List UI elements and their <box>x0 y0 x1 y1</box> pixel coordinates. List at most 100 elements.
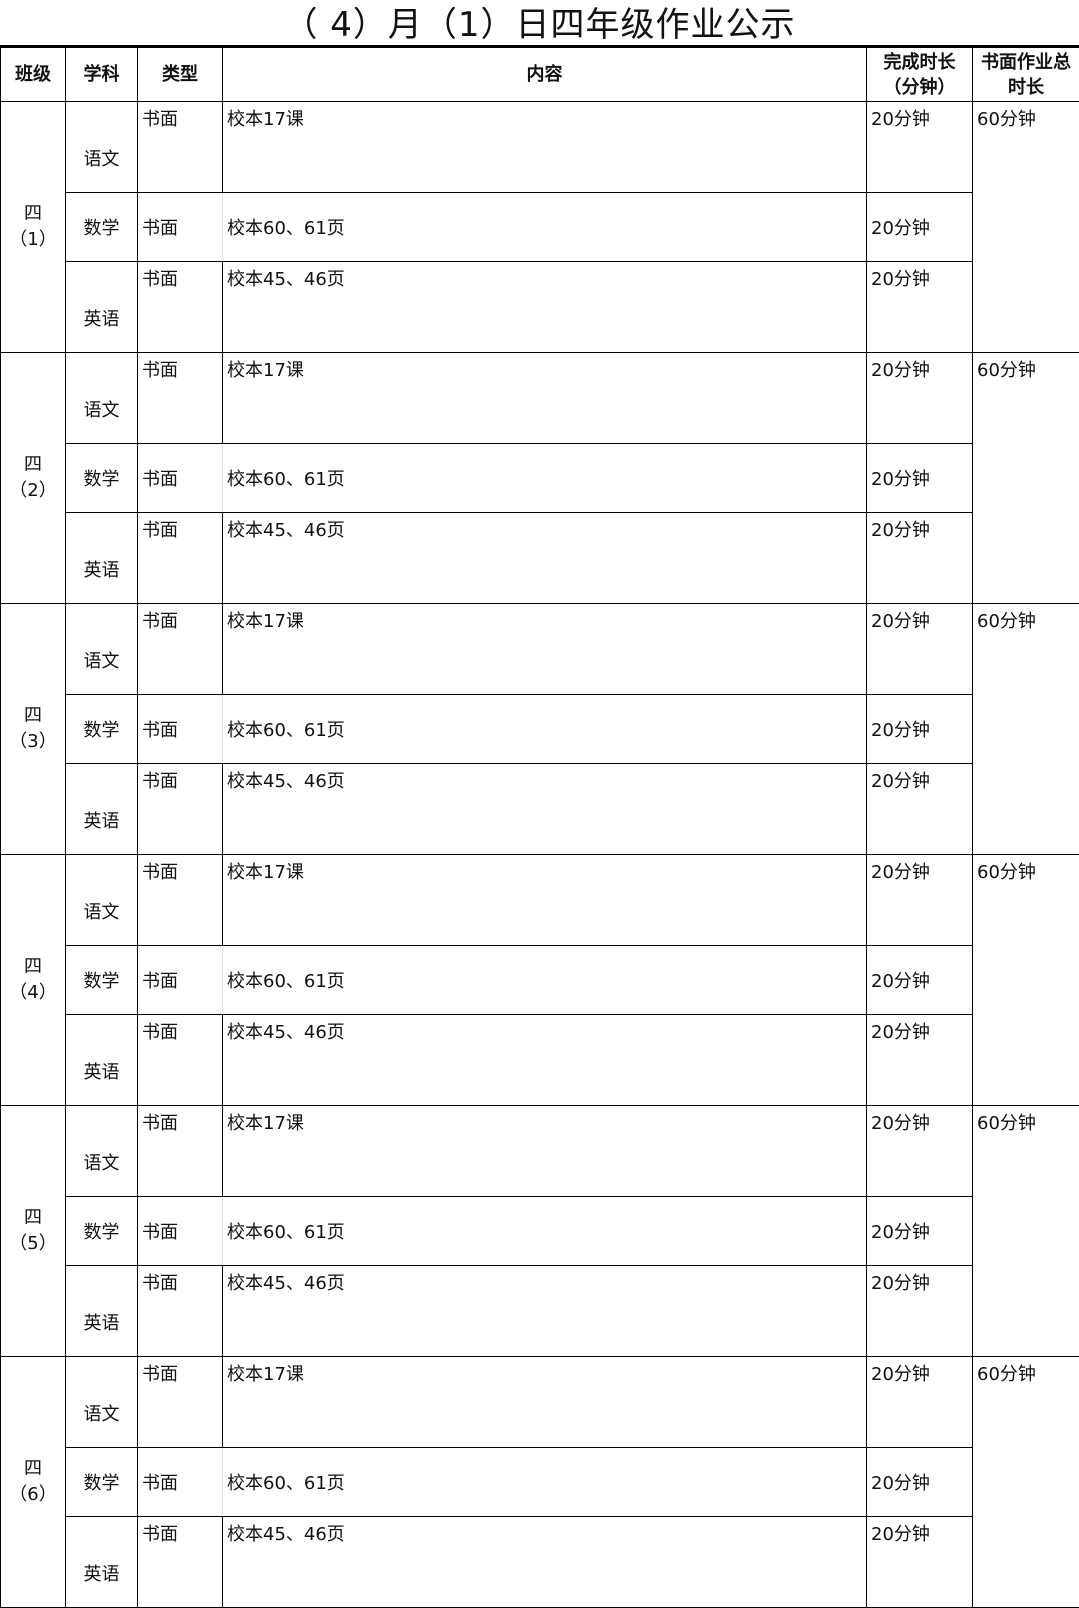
total-duration: 60分钟 <box>973 1357 1079 1608</box>
subject-cell: 英语 <box>66 1015 138 1106</box>
duration-cell: 20分钟 <box>867 193 973 262</box>
header-content: 内容 <box>223 48 867 102</box>
type-cell: 书面 <box>138 1197 223 1266</box>
subject-cell: 数学 <box>66 193 138 262</box>
class-name: 四（5） <box>1 1106 66 1357</box>
duration-cell: 20分钟 <box>867 604 973 695</box>
header-subject: 学科 <box>66 48 138 102</box>
duration-cell: 20分钟 <box>867 1517 973 1608</box>
header-class: 班级 <box>1 48 66 102</box>
duration-cell: 20分钟 <box>867 946 973 1015</box>
total-duration: 60分钟 <box>973 353 1079 604</box>
content-cell: 校本45、46页 <box>223 1015 867 1106</box>
header-type: 类型 <box>138 48 223 102</box>
duration-cell: 20分钟 <box>867 764 973 855</box>
content-cell: 校本60、61页 <box>223 444 867 513</box>
duration-cell: 20分钟 <box>867 855 973 946</box>
total-duration: 60分钟 <box>973 604 1079 855</box>
header-duration: 完成时长（分钟） <box>867 48 973 102</box>
type-cell: 书面 <box>138 1517 223 1608</box>
type-cell: 书面 <box>138 695 223 764</box>
content-cell: 校本60、61页 <box>223 946 867 1015</box>
subject-cell: 数学 <box>66 946 138 1015</box>
content-cell: 校本60、61页 <box>223 1197 867 1266</box>
homework-table: 班级 学科 类型 内容 完成时长（分钟） 书面作业总时长 四（1）语文书面校本1… <box>0 47 1079 1608</box>
content-cell: 校本45、46页 <box>223 262 867 353</box>
duration-cell: 20分钟 <box>867 695 973 764</box>
type-cell: 书面 <box>138 604 223 695</box>
class-name: 四（2） <box>1 353 66 604</box>
duration-cell: 20分钟 <box>867 262 973 353</box>
subject-cell: 语文 <box>66 1106 138 1197</box>
subject-cell: 英语 <box>66 764 138 855</box>
content-cell: 校本17课 <box>223 1106 867 1197</box>
class-name: 四（1） <box>1 102 66 353</box>
type-cell: 书面 <box>138 262 223 353</box>
content-cell: 校本17课 <box>223 102 867 193</box>
content-cell: 校本45、46页 <box>223 513 867 604</box>
type-cell: 书面 <box>138 946 223 1015</box>
subject-cell: 语文 <box>66 855 138 946</box>
content-cell: 校本60、61页 <box>223 193 867 262</box>
content-cell: 校本45、46页 <box>223 1266 867 1357</box>
content-cell: 校本45、46页 <box>223 764 867 855</box>
total-duration: 60分钟 <box>973 102 1079 353</box>
duration-cell: 20分钟 <box>867 102 973 193</box>
subject-cell: 英语 <box>66 1266 138 1357</box>
type-cell: 书面 <box>138 764 223 855</box>
type-cell: 书面 <box>138 193 223 262</box>
duration-cell: 20分钟 <box>867 1106 973 1197</box>
type-cell: 书面 <box>138 444 223 513</box>
subject-cell: 英语 <box>66 262 138 353</box>
subject-cell: 语文 <box>66 353 138 444</box>
content-cell: 校本60、61页 <box>223 1448 867 1517</box>
duration-cell: 20分钟 <box>867 444 973 513</box>
header-total: 书面作业总时长 <box>973 48 1079 102</box>
total-duration: 60分钟 <box>973 855 1079 1106</box>
type-cell: 书面 <box>138 513 223 604</box>
content-cell: 校本17课 <box>223 353 867 444</box>
type-cell: 书面 <box>138 1448 223 1517</box>
page-title: （ 4）月（1）日四年级作业公示 <box>0 0 1079 47</box>
duration-cell: 20分钟 <box>867 353 973 444</box>
subject-cell: 语文 <box>66 102 138 193</box>
type-cell: 书面 <box>138 1015 223 1106</box>
class-name: 四（4） <box>1 855 66 1106</box>
content-cell: 校本17课 <box>223 1357 867 1448</box>
duration-cell: 20分钟 <box>867 1448 973 1517</box>
content-cell: 校本45、46页 <box>223 1517 867 1608</box>
subject-cell: 语文 <box>66 1357 138 1448</box>
subject-cell: 数学 <box>66 1197 138 1266</box>
header-row: 班级 学科 类型 内容 完成时长（分钟） 书面作业总时长 <box>1 48 1079 102</box>
subject-cell: 数学 <box>66 1448 138 1517</box>
total-duration: 60分钟 <box>973 1106 1079 1357</box>
type-cell: 书面 <box>138 1266 223 1357</box>
type-cell: 书面 <box>138 102 223 193</box>
duration-cell: 20分钟 <box>867 1357 973 1448</box>
type-cell: 书面 <box>138 1357 223 1448</box>
content-cell: 校本60、61页 <box>223 695 867 764</box>
duration-cell: 20分钟 <box>867 1197 973 1266</box>
duration-cell: 20分钟 <box>867 1266 973 1357</box>
content-cell: 校本17课 <box>223 604 867 695</box>
duration-cell: 20分钟 <box>867 1015 973 1106</box>
subject-cell: 数学 <box>66 695 138 764</box>
type-cell: 书面 <box>138 353 223 444</box>
